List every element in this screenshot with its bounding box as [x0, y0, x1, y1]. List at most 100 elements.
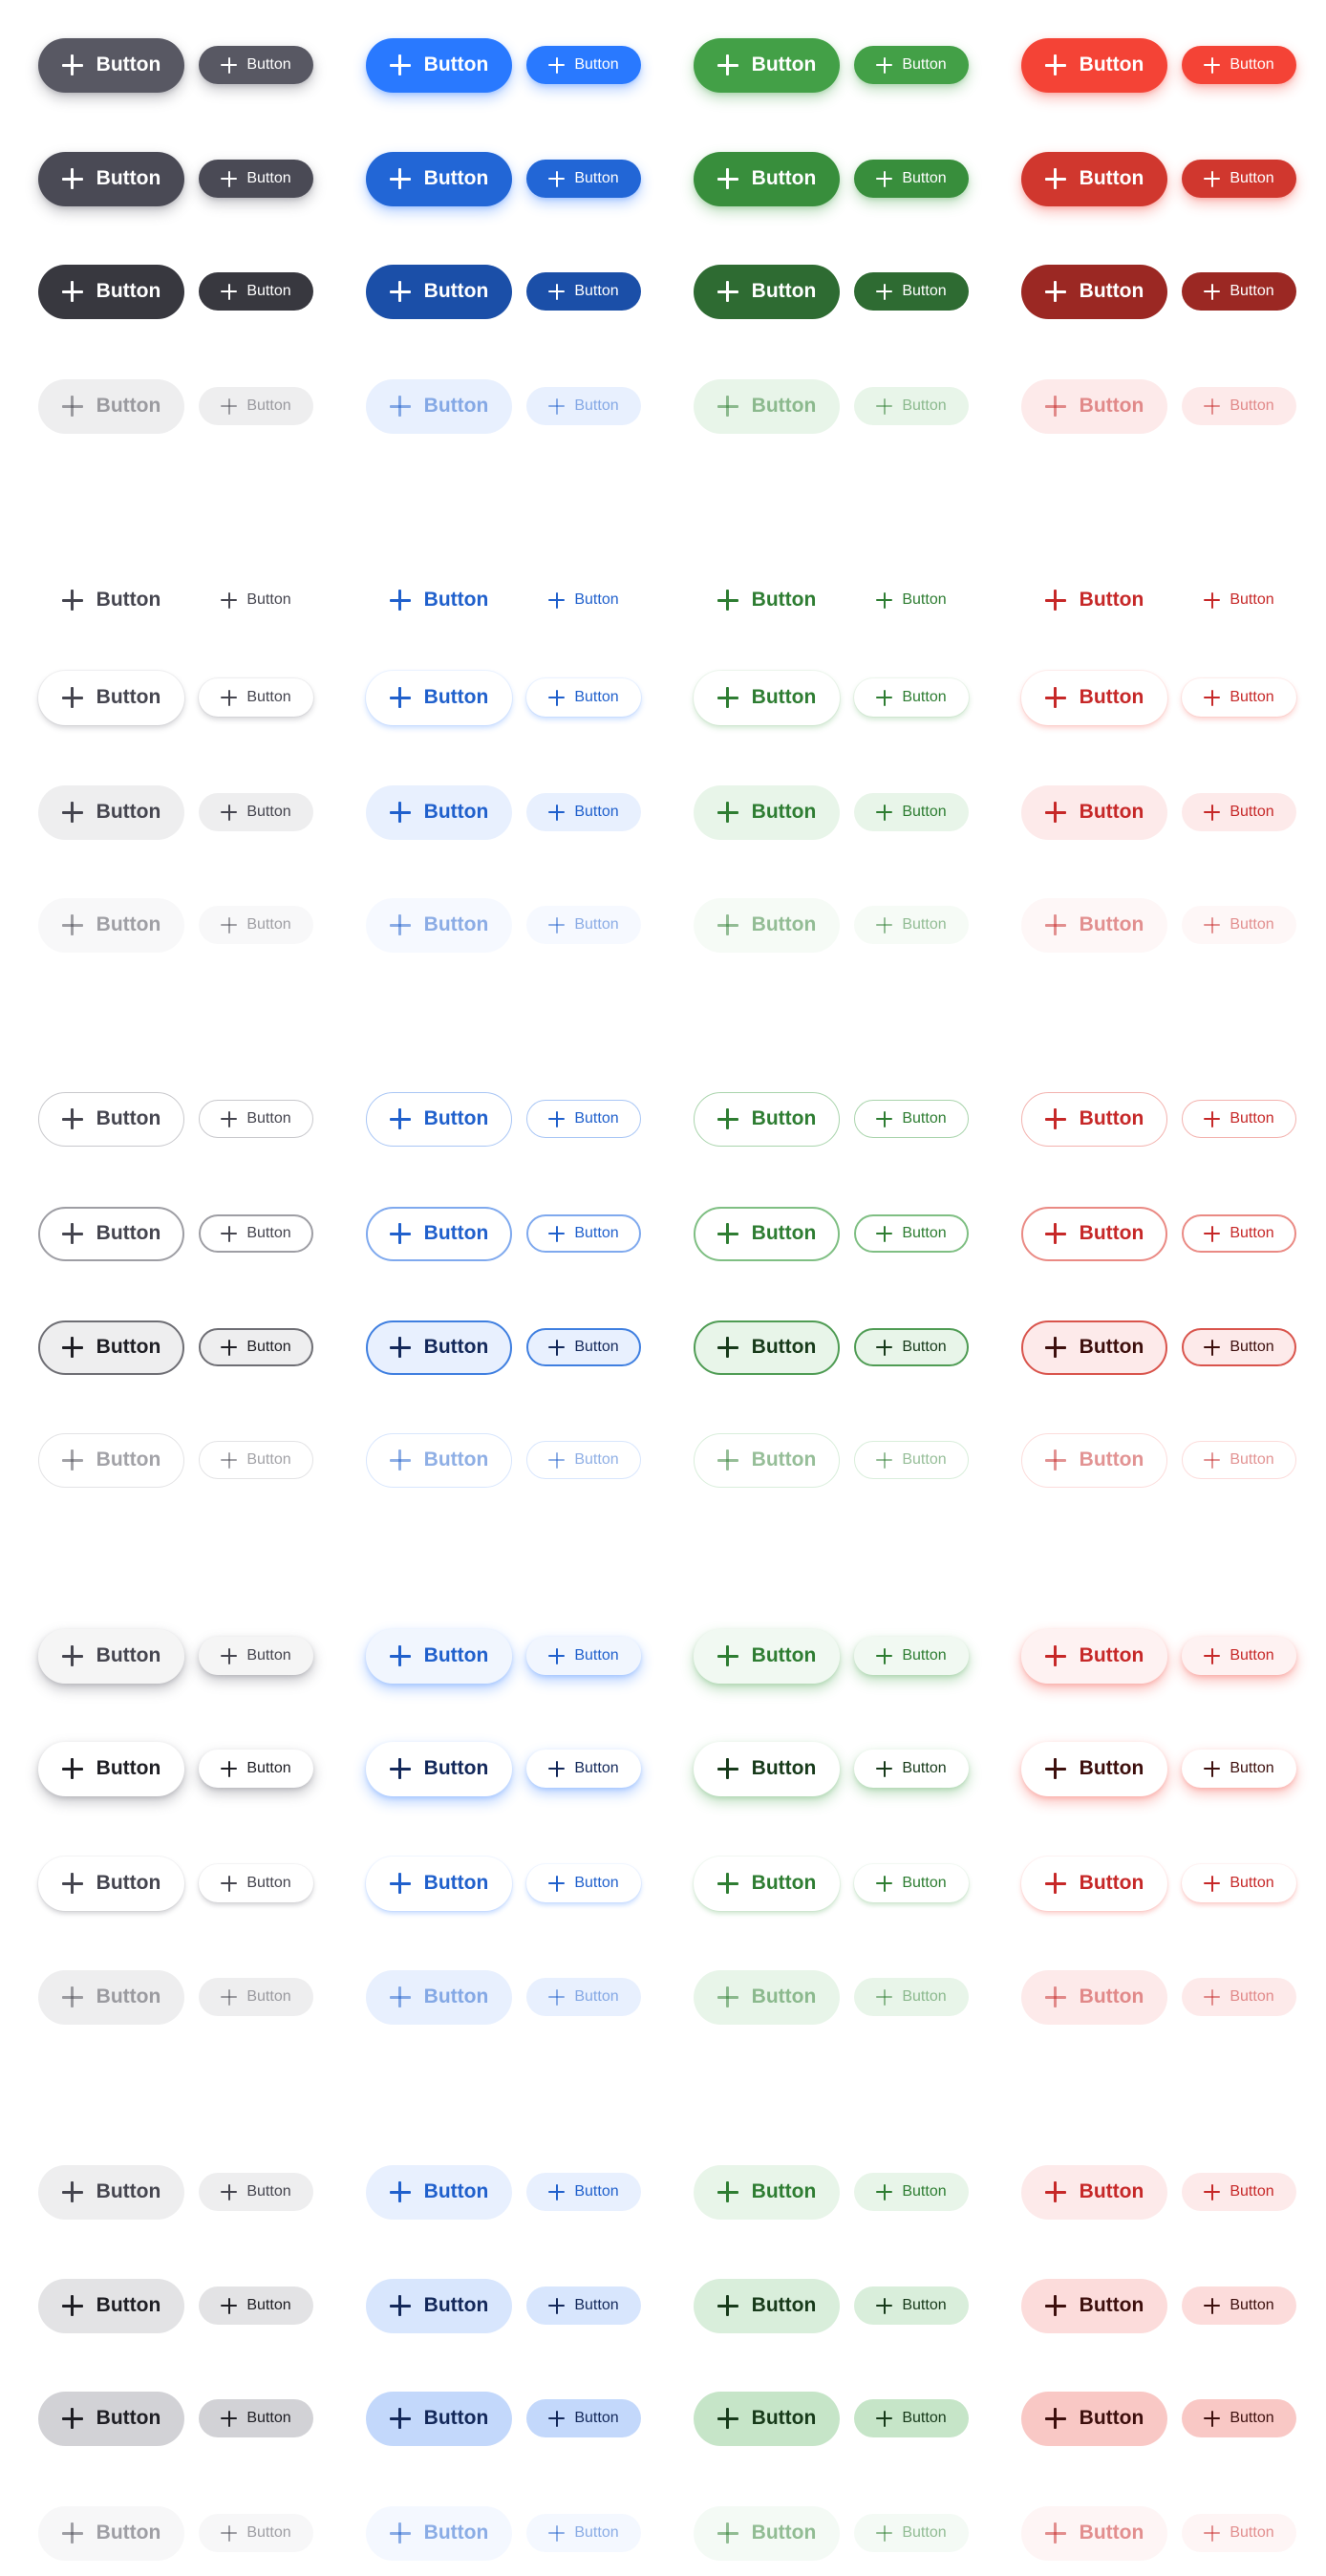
- text-red-active-large-button[interactable]: Button: [1021, 784, 1167, 840]
- outline-blue-hover-small-button[interactable]: Button: [526, 1214, 641, 1253]
- outline-green-active-small-button[interactable]: Button: [854, 1328, 969, 1366]
- solid-neutral-active-large-button[interactable]: Button: [38, 264, 184, 319]
- elevated-green-hover-large-button[interactable]: Button: [694, 1741, 840, 1796]
- solid-blue-active-large-button[interactable]: Button: [366, 264, 512, 319]
- solid-green-hover-large-button[interactable]: Button: [694, 151, 840, 206]
- outline-neutral-default-large-button[interactable]: Button: [38, 1091, 184, 1147]
- solid-neutral-default-large-button[interactable]: Button: [38, 37, 184, 93]
- outline-green-hover-small-button[interactable]: Button: [854, 1214, 969, 1253]
- outline-blue-default-small-button[interactable]: Button: [526, 1100, 641, 1138]
- outline-blue-active-large-button[interactable]: Button: [366, 1320, 512, 1375]
- tonal-blue-default-large-button[interactable]: Button: [366, 2164, 512, 2220]
- text-red-default-small-button[interactable]: Button: [1182, 581, 1296, 619]
- outline-green-hover-large-button[interactable]: Button: [694, 1206, 840, 1261]
- outline-red-hover-small-button[interactable]: Button: [1182, 1214, 1296, 1253]
- text-neutral-default-small-button[interactable]: Button: [199, 581, 313, 619]
- text-neutral-hover-large-button[interactable]: Button: [38, 670, 184, 725]
- text-blue-hover-large-button[interactable]: Button: [366, 670, 512, 725]
- solid-red-default-small-button[interactable]: Button: [1182, 46, 1296, 84]
- solid-green-active-small-button[interactable]: Button: [854, 272, 969, 311]
- elevated-green-active-small-button[interactable]: Button: [854, 1864, 969, 1902]
- text-green-active-small-button[interactable]: Button: [854, 793, 969, 831]
- elevated-blue-active-large-button[interactable]: Button: [366, 1856, 512, 1911]
- elevated-blue-hover-large-button[interactable]: Button: [366, 1741, 512, 1796]
- text-blue-active-large-button[interactable]: Button: [366, 784, 512, 840]
- solid-red-hover-large-button[interactable]: Button: [1021, 151, 1167, 206]
- tonal-neutral-active-small-button[interactable]: Button: [199, 2399, 313, 2437]
- tonal-green-active-large-button[interactable]: Button: [694, 2391, 840, 2446]
- outline-red-default-small-button[interactable]: Button: [1182, 1100, 1296, 1138]
- tonal-red-active-large-button[interactable]: Button: [1021, 2391, 1167, 2446]
- outline-neutral-hover-small-button[interactable]: Button: [199, 1214, 313, 1253]
- tonal-green-default-small-button[interactable]: Button: [854, 2173, 969, 2211]
- solid-red-active-small-button[interactable]: Button: [1182, 272, 1296, 311]
- text-green-active-large-button[interactable]: Button: [694, 784, 840, 840]
- solid-green-active-large-button[interactable]: Button: [694, 264, 840, 319]
- solid-neutral-default-small-button[interactable]: Button: [199, 46, 313, 84]
- solid-green-hover-small-button[interactable]: Button: [854, 160, 969, 198]
- outline-green-active-large-button[interactable]: Button: [694, 1320, 840, 1375]
- tonal-green-active-small-button[interactable]: Button: [854, 2399, 969, 2437]
- outline-blue-default-large-button[interactable]: Button: [366, 1091, 512, 1147]
- elevated-blue-default-large-button[interactable]: Button: [366, 1628, 512, 1684]
- elevated-blue-active-small-button[interactable]: Button: [526, 1864, 641, 1902]
- outline-neutral-hover-large-button[interactable]: Button: [38, 1206, 184, 1261]
- elevated-neutral-active-large-button[interactable]: Button: [38, 1856, 184, 1911]
- solid-neutral-active-small-button[interactable]: Button: [199, 272, 313, 311]
- tonal-red-default-small-button[interactable]: Button: [1182, 2173, 1296, 2211]
- text-blue-default-large-button[interactable]: Button: [366, 573, 512, 628]
- tonal-neutral-default-small-button[interactable]: Button: [199, 2173, 313, 2211]
- outline-green-default-small-button[interactable]: Button: [854, 1100, 969, 1138]
- text-red-default-large-button[interactable]: Button: [1021, 573, 1167, 628]
- tonal-neutral-active-large-button[interactable]: Button: [38, 2391, 184, 2446]
- text-green-default-large-button[interactable]: Button: [694, 573, 840, 628]
- outline-red-active-small-button[interactable]: Button: [1182, 1328, 1296, 1366]
- elevated-red-hover-small-button[interactable]: Button: [1182, 1750, 1296, 1788]
- tonal-blue-hover-large-button[interactable]: Button: [366, 2278, 512, 2333]
- text-neutral-hover-small-button[interactable]: Button: [199, 678, 313, 717]
- elevated-red-hover-large-button[interactable]: Button: [1021, 1741, 1167, 1796]
- tonal-blue-active-large-button[interactable]: Button: [366, 2391, 512, 2446]
- solid-red-active-large-button[interactable]: Button: [1021, 264, 1167, 319]
- outline-red-active-large-button[interactable]: Button: [1021, 1320, 1167, 1375]
- text-neutral-default-large-button[interactable]: Button: [38, 573, 184, 628]
- text-blue-active-small-button[interactable]: Button: [526, 793, 641, 831]
- elevated-red-default-small-button[interactable]: Button: [1182, 1637, 1296, 1675]
- tonal-red-hover-small-button[interactable]: Button: [1182, 2286, 1296, 2325]
- text-green-default-small-button[interactable]: Button: [854, 581, 969, 619]
- outline-neutral-active-large-button[interactable]: Button: [38, 1320, 184, 1375]
- solid-blue-default-large-button[interactable]: Button: [366, 37, 512, 93]
- text-red-hover-large-button[interactable]: Button: [1021, 670, 1167, 725]
- outline-blue-hover-large-button[interactable]: Button: [366, 1206, 512, 1261]
- text-green-hover-large-button[interactable]: Button: [694, 670, 840, 725]
- elevated-red-active-small-button[interactable]: Button: [1182, 1864, 1296, 1902]
- elevated-neutral-default-large-button[interactable]: Button: [38, 1628, 184, 1684]
- solid-neutral-hover-large-button[interactable]: Button: [38, 151, 184, 206]
- tonal-green-hover-small-button[interactable]: Button: [854, 2286, 969, 2325]
- tonal-red-active-small-button[interactable]: Button: [1182, 2399, 1296, 2437]
- text-red-hover-small-button[interactable]: Button: [1182, 678, 1296, 717]
- tonal-green-default-large-button[interactable]: Button: [694, 2164, 840, 2220]
- solid-blue-hover-small-button[interactable]: Button: [526, 160, 641, 198]
- solid-blue-default-small-button[interactable]: Button: [526, 46, 641, 84]
- outline-green-default-large-button[interactable]: Button: [694, 1091, 840, 1147]
- text-neutral-active-small-button[interactable]: Button: [199, 793, 313, 831]
- elevated-neutral-default-small-button[interactable]: Button: [199, 1637, 313, 1675]
- elevated-green-default-large-button[interactable]: Button: [694, 1628, 840, 1684]
- tonal-blue-hover-small-button[interactable]: Button: [526, 2286, 641, 2325]
- tonal-neutral-hover-large-button[interactable]: Button: [38, 2278, 184, 2333]
- elevated-green-active-large-button[interactable]: Button: [694, 1856, 840, 1911]
- elevated-neutral-hover-small-button[interactable]: Button: [199, 1750, 313, 1788]
- tonal-neutral-default-large-button[interactable]: Button: [38, 2164, 184, 2220]
- tonal-blue-active-small-button[interactable]: Button: [526, 2399, 641, 2437]
- elevated-red-active-large-button[interactable]: Button: [1021, 1856, 1167, 1911]
- solid-green-default-small-button[interactable]: Button: [854, 46, 969, 84]
- elevated-green-hover-small-button[interactable]: Button: [854, 1750, 969, 1788]
- tonal-neutral-hover-small-button[interactable]: Button: [199, 2286, 313, 2325]
- tonal-red-default-large-button[interactable]: Button: [1021, 2164, 1167, 2220]
- tonal-red-hover-large-button[interactable]: Button: [1021, 2278, 1167, 2333]
- outline-neutral-active-small-button[interactable]: Button: [199, 1328, 313, 1366]
- text-green-hover-small-button[interactable]: Button: [854, 678, 969, 717]
- solid-red-hover-small-button[interactable]: Button: [1182, 160, 1296, 198]
- elevated-green-default-small-button[interactable]: Button: [854, 1637, 969, 1675]
